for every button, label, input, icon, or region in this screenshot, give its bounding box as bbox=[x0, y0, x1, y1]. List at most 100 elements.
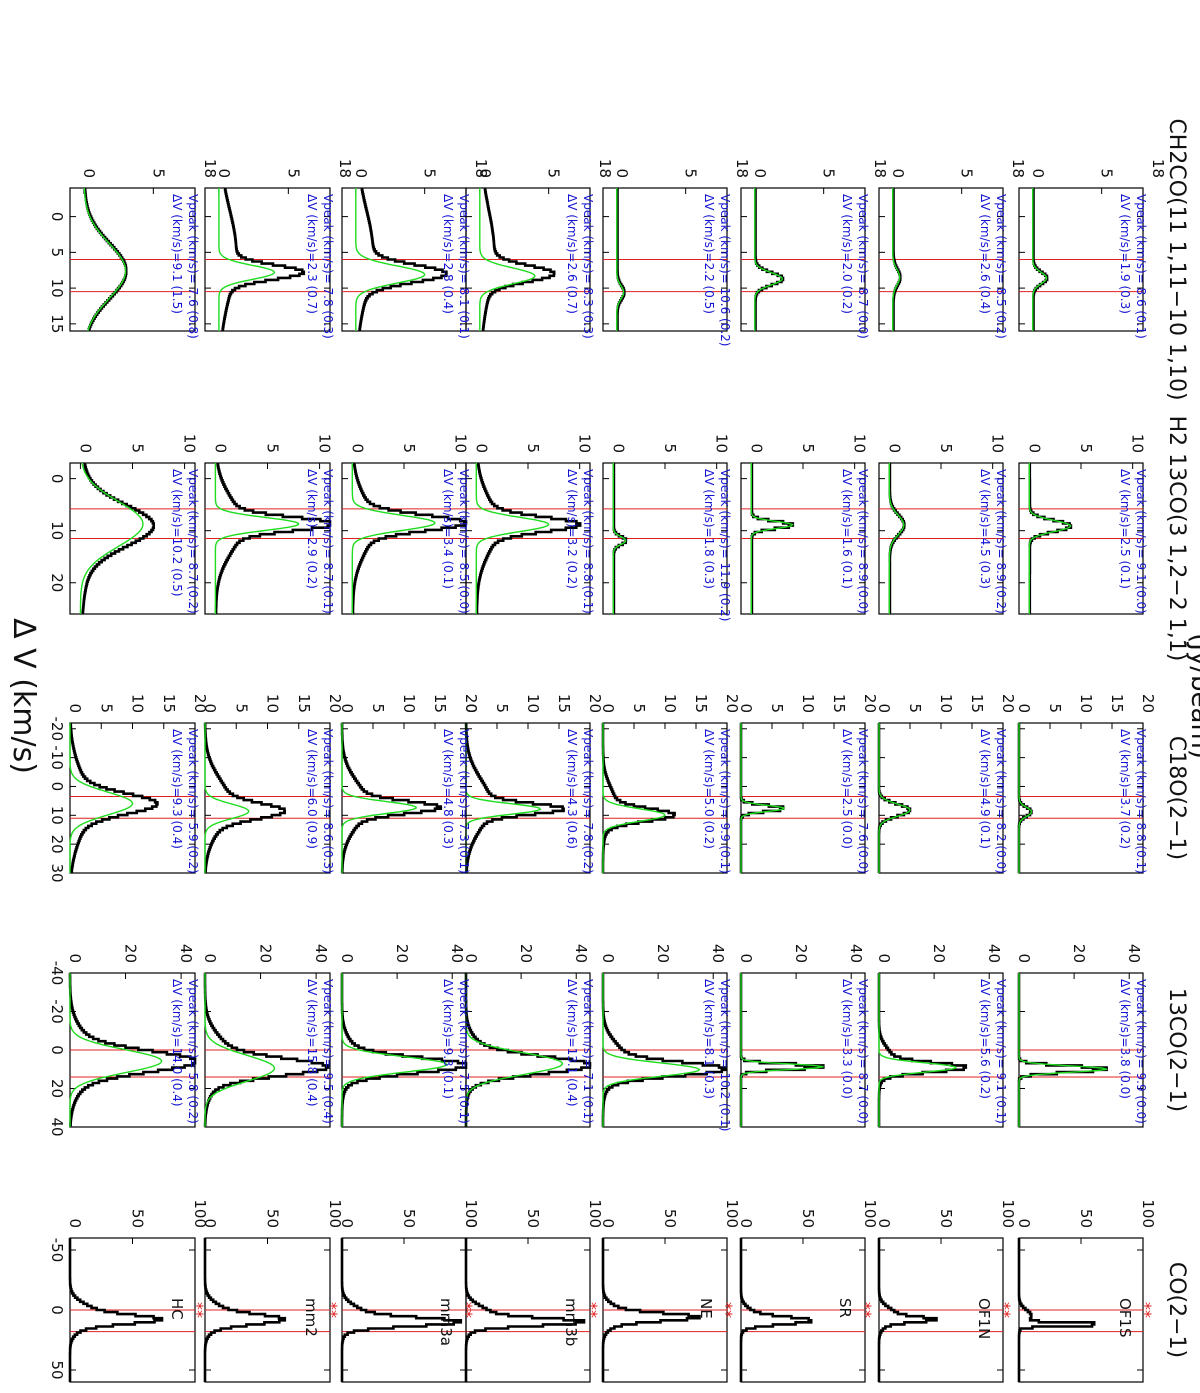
y-tick-label: 20 bbox=[723, 694, 741, 713]
y-tick-label: 10 bbox=[129, 694, 147, 713]
spectrum-line bbox=[203, 973, 330, 1127]
x-axis-label: Δ V (km/s) bbox=[6, 618, 41, 774]
dv-annotation: ΔV (km/s)=2.6 (0.7) bbox=[565, 194, 579, 314]
y-tick-label: 0 bbox=[338, 953, 356, 963]
y-tick-label: 20 bbox=[326, 694, 344, 713]
y-tick-label: 0 bbox=[613, 168, 631, 178]
dv-annotation: ΔV (km/s)=13.1 (0.4) bbox=[565, 979, 579, 1107]
source-label: HC bbox=[168, 1298, 186, 1320]
dv-annotation: ΔV (km/s)=15.8 (0.4) bbox=[305, 979, 319, 1107]
y-tick-label: 0 bbox=[201, 703, 219, 713]
x-tick-label: -20 bbox=[48, 999, 66, 1024]
spectrum-line bbox=[739, 1238, 813, 1382]
panel-SR bbox=[740, 187, 866, 332]
panel-mm3a bbox=[341, 187, 467, 332]
dv-annotation: ΔV (km/s)=9.1 (1.5) bbox=[170, 194, 184, 314]
panel-SR bbox=[739, 972, 866, 1128]
top-tick-label: 18 bbox=[201, 159, 219, 178]
y-tick-label: 20 bbox=[999, 694, 1017, 713]
y-tick-label: 10 bbox=[799, 694, 817, 713]
spectrum-line bbox=[340, 1238, 463, 1382]
star-marker: ** bbox=[188, 1302, 207, 1318]
panel-NE bbox=[601, 722, 728, 874]
y-tick-label: 0 bbox=[80, 168, 98, 178]
y-tick-label: 0 bbox=[1025, 443, 1043, 453]
y-tick-label: 10 bbox=[661, 694, 679, 713]
y-tick-label: 0 bbox=[338, 703, 356, 713]
vpeak-annotation: Vpeak (km/s)= 7.6 (0.8) bbox=[186, 194, 200, 339]
dv-annotation: ΔV (km/s)=2.3 (0.7) bbox=[305, 194, 319, 314]
gaussian-fit-line bbox=[740, 723, 786, 873]
column-title: CO(2−1) bbox=[1164, 1262, 1189, 1358]
source-label: mm3b bbox=[562, 1298, 580, 1346]
panel-OF1S bbox=[1017, 722, 1144, 874]
column-title: H2 13CO(3 1,2−2 1,1) bbox=[1164, 416, 1189, 662]
y-tick-label: 0 bbox=[348, 443, 366, 453]
y-tick-label: 100 bbox=[999, 1199, 1017, 1228]
y-tick-label: 5 bbox=[421, 168, 439, 178]
y-tick-label: 0 bbox=[215, 168, 233, 178]
dv-annotation: ΔV (km/s)=3.7 (0.2) bbox=[1118, 729, 1132, 849]
y-tick-label: 40 bbox=[448, 944, 466, 963]
x-tick-label: 30 bbox=[48, 863, 66, 882]
y-tick-label: 10 bbox=[989, 434, 1007, 453]
column-4: CH2CO(11 1,11−10 1,10) bbox=[69, 118, 1189, 401]
y-tick-label: 0 bbox=[66, 1218, 84, 1228]
spectrum-line bbox=[358, 188, 448, 331]
y-tick-label: 0 bbox=[211, 443, 229, 453]
y-tick-label: 0 bbox=[462, 953, 480, 963]
gaussian-fit-line bbox=[351, 463, 436, 614]
star-marker: ** bbox=[322, 1302, 341, 1318]
spectrum-line bbox=[601, 723, 676, 873]
y-tick-label: 0 bbox=[885, 443, 903, 453]
panel-OF1S bbox=[1017, 1237, 1144, 1383]
gaussian-fit-line bbox=[341, 973, 448, 1127]
vpeak-annotation: Vpeak (km/s)= 7.1 (0.1) bbox=[581, 979, 595, 1124]
panel-mm3a bbox=[340, 1237, 467, 1383]
gaussian-fit-line bbox=[878, 723, 911, 873]
x-tick-label: 10 bbox=[48, 806, 66, 825]
panel-OF1N bbox=[878, 187, 1004, 332]
y-tick-label: 0 bbox=[609, 443, 627, 453]
y-tick-label: 5 bbox=[1046, 703, 1064, 713]
vpeak-annotation: Vpeak (km/s)= 8.8 (0.1) bbox=[581, 469, 595, 614]
spectrum-line bbox=[1017, 723, 1033, 873]
y-tick-label: 100 bbox=[586, 1199, 604, 1228]
panel-OF1S bbox=[1018, 462, 1144, 615]
vpeak-annotation: Vpeak (km/s)= 5.9 (0.2) bbox=[186, 729, 200, 874]
y-tick-label: 40 bbox=[847, 944, 865, 963]
vpeak-annotation: Vpeak (km/s)= 7.8 (0.2) bbox=[581, 729, 595, 874]
gaussian-fit-line bbox=[1018, 973, 1108, 1127]
gaussian-fit-line bbox=[69, 723, 134, 873]
y-tick-label: 5 bbox=[630, 703, 648, 713]
column-1: 13CO(2−1) bbox=[68, 972, 1189, 1128]
dv-annotation: ΔV (km/s)=9.3 (0.1) bbox=[441, 979, 455, 1099]
y-tick-label: 0 bbox=[751, 168, 769, 178]
y-tick-label: 20 bbox=[191, 694, 209, 713]
y-tick-label: 50 bbox=[1077, 1209, 1095, 1228]
y-tick-label: 0 bbox=[201, 1218, 219, 1228]
gaussian-fit-line bbox=[475, 463, 550, 614]
gaussian-fit-line bbox=[214, 463, 300, 614]
dv-annotation: ΔV (km/s)=5.0 (0.2) bbox=[702, 729, 716, 849]
dv-annotation: ΔV (km/s)=3.4 (0.1) bbox=[441, 469, 455, 589]
x-tick-label: 20 bbox=[48, 835, 66, 854]
y-tick-label: 50 bbox=[264, 1209, 282, 1228]
y-tick-label: 5 bbox=[1077, 443, 1095, 453]
y-tick-label: 15 bbox=[1108, 694, 1126, 713]
y-tick-label: 15 bbox=[431, 694, 449, 713]
y-tick-label: 0 bbox=[599, 953, 617, 963]
y-tick-label: 20 bbox=[861, 694, 879, 713]
panel-OF1S bbox=[1018, 187, 1144, 332]
spectrum-line bbox=[221, 188, 306, 331]
vpeak-annotation: Vpeak (km/s)= 8.6 (0.3) bbox=[321, 729, 335, 874]
spectrum-line bbox=[877, 1238, 938, 1382]
y-tick-label: 5 bbox=[1098, 168, 1116, 178]
y-tick-label: 0 bbox=[875, 953, 893, 963]
gaussian-fit-line bbox=[740, 973, 824, 1127]
gaussian-fit-line bbox=[754, 188, 784, 331]
dv-annotation: ΔV (km/s)=2.0 (0.2) bbox=[840, 194, 854, 314]
y-tick-label: 0 bbox=[875, 1218, 893, 1228]
